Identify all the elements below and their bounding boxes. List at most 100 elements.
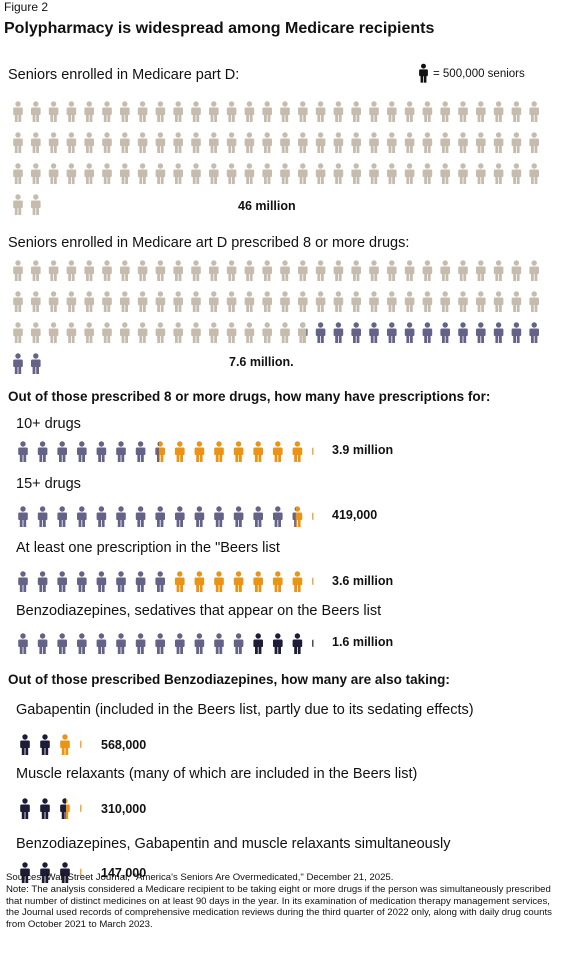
person-icon <box>253 441 263 462</box>
person-icon <box>458 163 468 184</box>
person-icon <box>80 868 82 876</box>
pictograph-row-all3 <box>20 862 82 883</box>
person-icon <box>173 291 183 312</box>
person-icon <box>493 163 504 184</box>
person-icon <box>244 132 255 153</box>
person-icon <box>155 101 166 122</box>
person-icon <box>298 163 308 184</box>
person-icon <box>102 322 112 343</box>
row-label-ten: 10+ drugs <box>16 416 81 432</box>
person-icon <box>48 163 59 184</box>
person-icon <box>440 291 450 312</box>
person-icon <box>13 291 23 312</box>
person-icon <box>244 260 255 281</box>
person-icon <box>440 101 450 122</box>
person-icon <box>175 633 185 654</box>
person-icon <box>262 163 272 184</box>
person-icon <box>273 571 283 592</box>
legend: = 500,000 seniors <box>418 63 525 84</box>
person-icon <box>214 506 224 527</box>
person-icon <box>155 633 165 654</box>
person-icon <box>57 441 67 462</box>
person-icon <box>351 163 361 184</box>
row-label-all3: Benzodiazepines, Gabapentin and muscle r… <box>16 836 451 852</box>
person-icon <box>262 132 272 153</box>
person-icon <box>77 571 87 592</box>
person-icon <box>48 291 59 312</box>
row-label-partd: Seniors enrolled in Medicare part D: <box>8 67 240 83</box>
person-icon <box>369 260 379 281</box>
person-icon <box>244 163 255 184</box>
pictograph-row-fifteen <box>18 506 314 527</box>
person-icon <box>84 260 94 281</box>
person-icon <box>66 322 77 343</box>
person-icon <box>77 506 87 527</box>
person-icon <box>333 291 344 312</box>
person-icon <box>226 260 237 281</box>
person-icon <box>137 291 148 312</box>
person-icon <box>120 260 130 281</box>
person-icon <box>77 441 87 462</box>
pictograph-row-eight <box>13 260 539 374</box>
value-label-muscle: 310,000 <box>101 802 147 816</box>
value-label-all3: 147,000 <box>101 866 147 880</box>
person-icon <box>137 132 148 153</box>
person-icon <box>511 260 522 281</box>
person-icon <box>404 291 415 312</box>
person-icon <box>191 101 201 122</box>
person-icon <box>493 322 504 343</box>
person-icon <box>315 101 326 122</box>
person-icon <box>155 132 166 153</box>
person-icon <box>155 291 166 312</box>
person-icon <box>333 132 344 153</box>
person-icon <box>191 291 201 312</box>
person-icon <box>312 447 314 455</box>
sources-text: Sources: Wall Street Journal, "America's… <box>6 872 394 883</box>
person-icon <box>214 633 224 654</box>
person-icon <box>13 353 23 374</box>
person-icon <box>175 441 185 462</box>
person-icon <box>120 291 130 312</box>
person-icon <box>66 101 77 122</box>
person-icon <box>48 101 59 122</box>
person-icon <box>31 353 41 374</box>
person-icon <box>18 441 28 462</box>
person-icon <box>120 132 130 153</box>
person-icon <box>226 322 237 343</box>
person-icon <box>298 101 308 122</box>
person-icon <box>137 260 148 281</box>
heading-benzo: Out of those prescribed Benzodiazepines,… <box>8 672 450 687</box>
person-icon <box>66 163 77 184</box>
person-icon <box>529 163 539 184</box>
person-icon <box>20 862 30 883</box>
note-text: Note: The analysis considered a Medicare… <box>6 883 552 931</box>
person-icon <box>57 571 67 592</box>
person-icon <box>77 633 87 654</box>
person-icon <box>292 441 303 462</box>
person-icon <box>404 101 415 122</box>
person-icon <box>244 101 255 122</box>
person-icon <box>419 63 428 83</box>
person-icon <box>315 291 326 312</box>
person-icon <box>84 101 94 122</box>
person-icon <box>493 132 504 153</box>
person-icon <box>315 132 326 153</box>
person-icon <box>273 633 283 654</box>
person-icon <box>137 163 148 184</box>
person-icon <box>13 260 23 281</box>
person-icon <box>40 734 50 755</box>
person-icon <box>262 260 272 281</box>
person-icon <box>404 163 415 184</box>
person-icon <box>18 633 28 654</box>
person-icon <box>273 441 283 462</box>
person-icon <box>80 804 82 812</box>
person-icon <box>226 132 237 153</box>
person-icon <box>191 322 201 343</box>
person-icon <box>175 571 185 592</box>
person-icon <box>84 132 94 153</box>
person-icon <box>458 101 468 122</box>
person-icon <box>173 322 183 343</box>
person-icon <box>120 101 130 122</box>
person-icon <box>116 441 126 462</box>
person-icon <box>253 506 263 527</box>
